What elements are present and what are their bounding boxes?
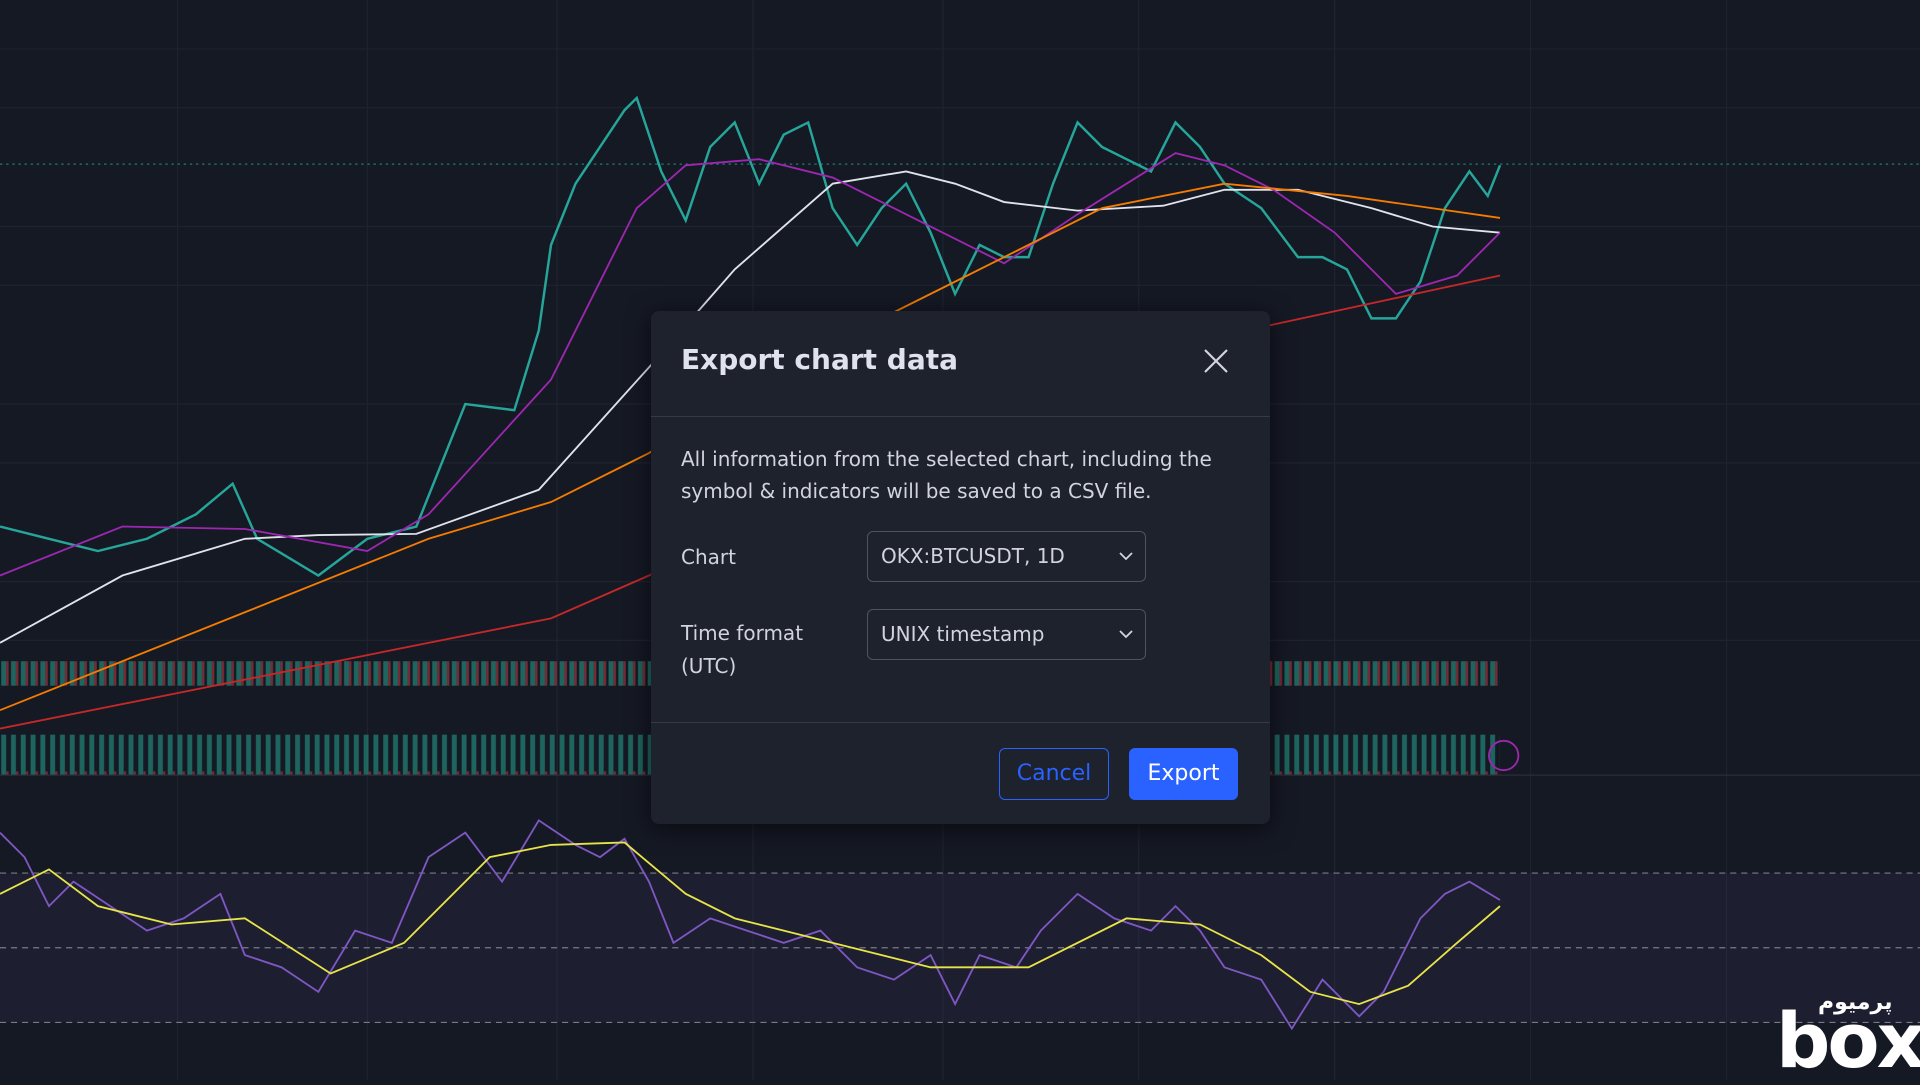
dialog-description: All information from the selected chart,… bbox=[681, 447, 1212, 503]
divider bbox=[651, 722, 1270, 723]
watermark-brand: box bbox=[1776, 996, 1920, 1085]
field-label: Chart bbox=[681, 545, 736, 569]
select-value: UNIX timestamp bbox=[881, 622, 1045, 646]
chevron bbox=[1119, 630, 1133, 639]
close-button[interactable] bbox=[1202, 347, 1230, 375]
watermark-tagline: پرمیوم bbox=[1818, 990, 1893, 1015]
dialog-title: Export chart data bbox=[681, 343, 958, 376]
cancel-button[interactable]: Cancel bbox=[999, 748, 1109, 800]
export-button[interactable]: Export bbox=[1129, 748, 1238, 800]
select-value: OKX:BTCUSDT, 1D bbox=[881, 544, 1065, 568]
divider bbox=[651, 416, 1270, 417]
export-dialog: Export chart data All information from t… bbox=[651, 311, 1270, 824]
chart-select[interactable]: OKX:BTCUSDT, 1D bbox=[867, 531, 1146, 582]
chevron bbox=[1119, 552, 1133, 561]
time-format-select[interactable]: UNIX timestamp bbox=[867, 609, 1146, 660]
field-label: Time format (UTC) bbox=[681, 621, 804, 678]
